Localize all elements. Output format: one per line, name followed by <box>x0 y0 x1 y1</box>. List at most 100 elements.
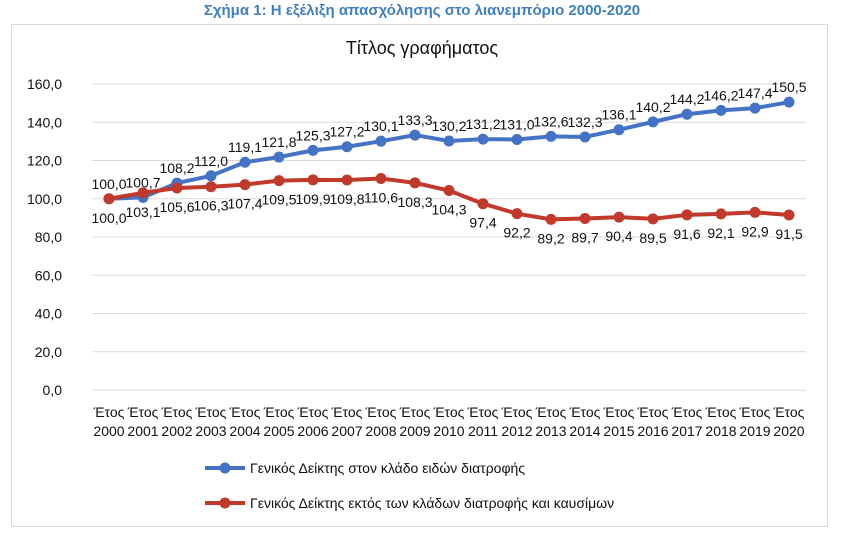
series-2-data-label: 92,9 <box>741 223 768 239</box>
y-tick-label: 140,0 <box>27 114 62 130</box>
x-tick-label: Έτος 2019 <box>739 404 771 439</box>
series-2-data-label: 91,6 <box>673 226 700 242</box>
x-tick-label: Έτος 2017 <box>671 404 703 439</box>
series-2-point <box>681 209 693 221</box>
y-tick-label: 120,0 <box>27 153 62 169</box>
y-tick-label: 60,0 <box>35 267 62 283</box>
series-2-data-label: 91,5 <box>775 226 802 242</box>
series-2-point <box>647 213 659 225</box>
legend-marker-1 <box>219 462 231 474</box>
series-1-data-label: 130,2 <box>431 118 466 134</box>
series-1-point <box>647 116 659 128</box>
series-2-point <box>545 213 557 225</box>
series-2-data-label: 108,3 <box>397 194 432 210</box>
x-tick-label: Έτος 2008 <box>365 404 397 439</box>
series-2-data-label: 103,1 <box>125 204 160 220</box>
chart-title: Τίτλος γραφήματος <box>346 38 498 58</box>
series-2-data-label: 97,4 <box>469 215 496 231</box>
legend-label-2: Γενικός Δείκτης εκτός των κλάδων διατροφ… <box>250 495 614 511</box>
series-2-point <box>409 177 421 189</box>
series-1-data-label: 131,0 <box>499 116 534 132</box>
series-2-point <box>511 208 523 220</box>
series-1-point <box>205 170 217 182</box>
series-1-point <box>375 135 387 147</box>
series-2-data-label: 110,6 <box>364 189 398 205</box>
series-1-data-label: 146,2 <box>703 87 738 103</box>
legend-label-1: Γενικός Δείκτης στον κλάδο ειδών διατροφ… <box>250 460 525 476</box>
series-2-data-label: 104,3 <box>431 202 466 218</box>
series-2-point <box>477 198 489 210</box>
series-1-point <box>715 104 727 116</box>
series-1-data-label: 140,2 <box>635 99 670 115</box>
series-1-data-label: 136,1 <box>601 107 636 123</box>
series-2-point <box>749 206 761 218</box>
x-tick-label: Έτος 2003 <box>195 404 227 439</box>
series-2-point <box>103 193 115 205</box>
series-1-data-label: 112,0 <box>194 153 228 169</box>
series-2-point <box>783 209 795 221</box>
x-tick-label: Έτος 2015 <box>603 404 635 439</box>
series-2-point <box>375 172 387 184</box>
series-1-point <box>239 156 251 168</box>
x-tick-label: Έτος 2005 <box>263 404 295 439</box>
series-2-data-label: 107,4 <box>227 196 262 212</box>
series-2-data-label: 89,2 <box>537 230 564 246</box>
series-2-data-label: 109,9 <box>295 191 330 207</box>
series-2-data-label: 89,7 <box>571 229 598 245</box>
x-tick-label: Έτος 2012 <box>501 404 533 439</box>
series-2-data-label: 109,8 <box>329 191 364 207</box>
series-1-data-label: 119,1 <box>228 139 262 155</box>
series-2-point <box>579 212 591 224</box>
x-tick-label: Έτος 2007 <box>331 404 363 439</box>
x-tick-label: Έτος 2016 <box>637 404 669 439</box>
series-2-data-label: 90,4 <box>605 228 632 244</box>
series-2-point <box>715 208 727 220</box>
series-2-data-label: 100,0 <box>91 210 126 226</box>
y-tick-label: 40,0 <box>35 306 62 322</box>
series-2-data-label: 92,1 <box>707 225 734 241</box>
series-1-point <box>443 135 455 147</box>
series-1-data-label: 150,5 <box>771 79 806 95</box>
series-1-data-label: 131,2 <box>465 116 500 132</box>
series-2-point <box>137 187 149 199</box>
series-1-point <box>307 144 319 156</box>
series-1-point <box>477 133 489 145</box>
series-1-point <box>545 130 557 142</box>
series-2-data-label: 89,5 <box>639 230 666 246</box>
series-2-data-label: 92,2 <box>503 225 530 241</box>
x-tick-label: Έτος 2013 <box>535 404 567 439</box>
x-tick-label: Έτος 2011 <box>467 404 499 439</box>
series-2-point <box>443 185 455 197</box>
series-1-point <box>613 124 625 136</box>
series-1-point <box>681 108 693 120</box>
series-2-data-label: 105,6 <box>159 199 194 215</box>
series-1-point <box>749 102 761 114</box>
series-1-point <box>341 141 353 153</box>
series-1-data-label: 108,2 <box>159 160 194 176</box>
x-tick-label: Έτος 2006 <box>297 404 329 439</box>
series-1-data-label: 127,2 <box>329 124 364 140</box>
y-tick-label: 0,0 <box>43 382 63 398</box>
x-tick-label: Έτος 2009 <box>399 404 431 439</box>
y-tick-label: 20,0 <box>35 344 62 360</box>
x-tick-label: Έτος 2001 <box>127 404 159 439</box>
series-1-data-label: 100,0 <box>91 176 126 192</box>
series-2-point <box>307 174 319 186</box>
legend-marker-2 <box>219 497 231 509</box>
series-1-data-label: 125,3 <box>295 127 330 143</box>
series-1-data-label: 121,8 <box>261 134 296 150</box>
x-tick-label: Έτος 2010 <box>433 404 465 439</box>
series-2-point <box>239 179 251 191</box>
x-tick-label: Έτος 2018 <box>705 404 737 439</box>
series-1-point <box>579 131 591 143</box>
x-tick-label: Έτος 2014 <box>569 404 601 439</box>
series-2-point <box>613 211 625 223</box>
series-1-data-label: 130,1 <box>363 118 398 134</box>
x-tick-label: Έτος 2002 <box>161 404 193 439</box>
x-tick-label: Έτος 2000 <box>93 404 125 439</box>
series-1-data-label: 144,2 <box>669 91 704 107</box>
series-1-data-label: 132,3 <box>567 114 602 130</box>
figure-caption: Σχήμα 1: Η εξέλιξη απασχόλησης στο λιανε… <box>203 2 641 19</box>
x-tick-label: Έτος 2004 <box>229 404 261 439</box>
series-2-point <box>341 174 353 186</box>
